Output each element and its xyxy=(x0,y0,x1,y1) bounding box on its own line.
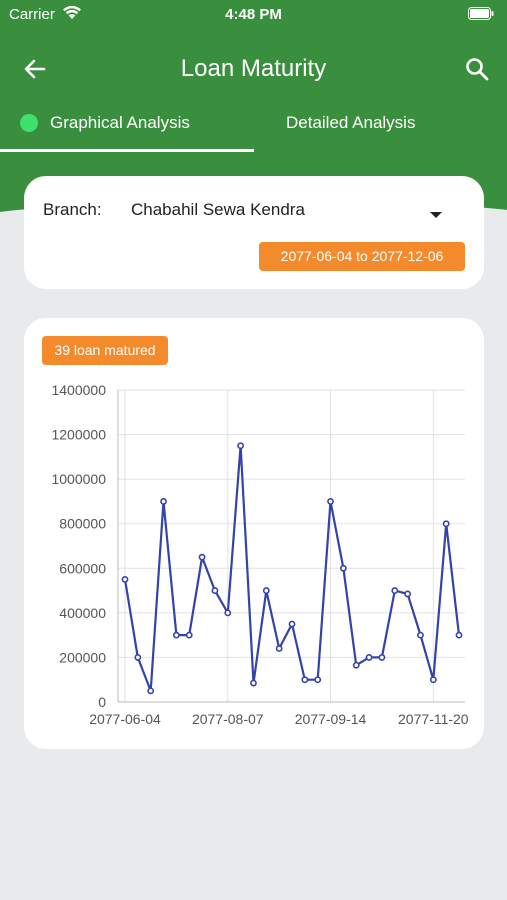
filter-card: Branch: Chabahil Sewa Kendra 2077-06-04 … xyxy=(24,176,484,289)
tab-graphical-analysis[interactable]: Graphical Analysis xyxy=(0,112,254,152)
x-tick-label: 2077-06-04 xyxy=(89,711,161,727)
data-point xyxy=(121,576,129,583)
branch-label: Branch: xyxy=(43,200,102,219)
data-point xyxy=(237,442,245,450)
tab-label: Detailed Analysis xyxy=(286,113,416,132)
data-point xyxy=(224,609,232,617)
tab-indicator xyxy=(0,149,254,152)
branch-dropdown[interactable]: Chabahil Sewa Kendra xyxy=(131,194,443,226)
data-point xyxy=(429,676,437,684)
y-tick-label: 0 xyxy=(98,694,106,710)
tab-label: Graphical Analysis xyxy=(50,113,190,132)
data-point xyxy=(172,631,180,639)
y-tick-label: 800000 xyxy=(59,516,106,532)
data-point xyxy=(327,498,334,505)
x-tick-label: 2077-08-07 xyxy=(192,711,264,727)
data-point xyxy=(378,654,386,661)
data-point xyxy=(391,587,399,594)
wifi-icon xyxy=(62,5,82,24)
tab-detailed-analysis[interactable]: Detailed Analysis xyxy=(254,112,507,152)
search-icon[interactable] xyxy=(464,56,490,82)
back-arrow-icon[interactable] xyxy=(22,56,48,82)
data-point xyxy=(352,661,360,669)
dropdown-caret-icon xyxy=(429,206,443,224)
data-point xyxy=(442,520,450,528)
active-dot-icon xyxy=(20,114,38,132)
data-point xyxy=(198,553,206,561)
data-point xyxy=(250,679,257,687)
matured-count-badge: 39 loan matured xyxy=(42,336,168,365)
chart-card: 39 loan matured 0 200000 400000 600000 80000… xyxy=(24,318,484,749)
status-bar: Carrier 4:48 PM xyxy=(0,0,507,28)
status-time: 4:48 PM xyxy=(225,6,282,23)
data-point xyxy=(134,654,142,661)
data-point xyxy=(417,631,424,639)
y-tick-label: 1000000 xyxy=(51,471,106,487)
data-point xyxy=(288,620,296,628)
date-range-button[interactable]: 2077-06-04 to 2077-12-06 xyxy=(259,242,465,271)
data-point xyxy=(160,498,167,505)
data-point xyxy=(314,676,322,684)
x-tick-label: 2077-09-14 xyxy=(295,711,367,727)
data-point xyxy=(262,587,270,594)
y-tick-label: 400000 xyxy=(59,605,106,621)
y-tick-label: 600000 xyxy=(59,560,106,576)
x-tick-label: 2077-11-20 xyxy=(398,711,469,727)
page-title: Loan Maturity xyxy=(180,55,327,82)
data-point xyxy=(339,564,347,572)
battery-icon xyxy=(468,7,494,24)
data-point xyxy=(301,676,309,684)
data-point xyxy=(365,654,373,661)
y-tick-label: 1400000 xyxy=(51,382,106,398)
data-point xyxy=(211,587,219,594)
data-point xyxy=(185,631,193,639)
data-point xyxy=(275,645,283,652)
data-point xyxy=(404,590,412,598)
y-tick-label: 1200000 xyxy=(51,427,106,443)
loan-maturity-chart: 0 200000 400000 600000 800000 1000000 1200000 1… xyxy=(51,382,469,727)
data-point xyxy=(455,631,463,639)
status-carrier: Carrier xyxy=(9,6,55,23)
y-tick-label: 200000 xyxy=(59,649,106,665)
data-point xyxy=(147,687,155,695)
branch-value: Chabahil Sewa Kendra xyxy=(131,200,305,219)
